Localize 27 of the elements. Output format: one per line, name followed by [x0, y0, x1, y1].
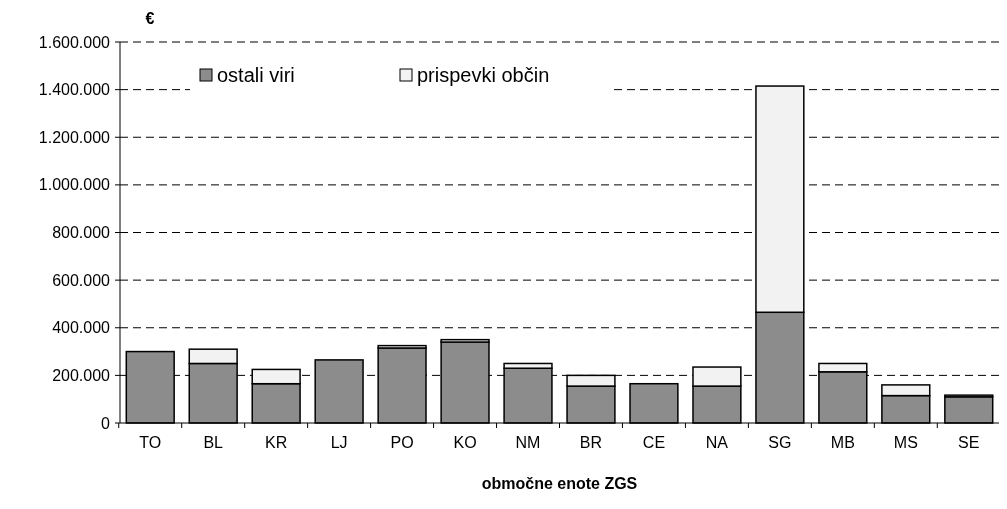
x-tick-label: CE	[642, 434, 666, 451]
x-axis-title: območne enote ZGS	[481, 475, 638, 492]
x-tick-label: NM	[515, 434, 541, 451]
x-tick-label: BR	[579, 434, 603, 451]
x-tick-label: NA	[705, 434, 729, 451]
x-tick-label: PO	[390, 434, 414, 451]
x-tick-label: KR	[265, 434, 288, 451]
x-tick-label: TO	[139, 434, 162, 451]
x-tick-label: SE	[958, 434, 980, 451]
y-tick-label: 600.000	[52, 271, 111, 289]
y-tick-label: 800.000	[52, 224, 111, 242]
y-tick-label: 200.000	[52, 366, 111, 384]
y-tick-label: 0	[101, 414, 111, 432]
x-tick-label: LJ	[330, 434, 348, 451]
y-tick-label: 400.000	[52, 319, 111, 337]
x-tick-label: MB	[830, 434, 855, 451]
x-tick-label: SG	[768, 434, 792, 451]
x-tick-label: BL	[203, 434, 224, 451]
y-tick-label: 1.600.000	[38, 33, 111, 51]
y-tick-label: 1.400.000	[38, 81, 111, 99]
x-tick-label: MS	[893, 434, 918, 451]
y-tick-label: 1.000.000	[38, 176, 111, 194]
y-axis-title: €	[145, 10, 155, 27]
legend-label: prispevki občin	[417, 64, 550, 86]
legend-label: ostali viri	[217, 64, 295, 86]
y-tick-label: 1.200.000	[38, 128, 111, 146]
x-tick-label: KO	[453, 434, 477, 451]
